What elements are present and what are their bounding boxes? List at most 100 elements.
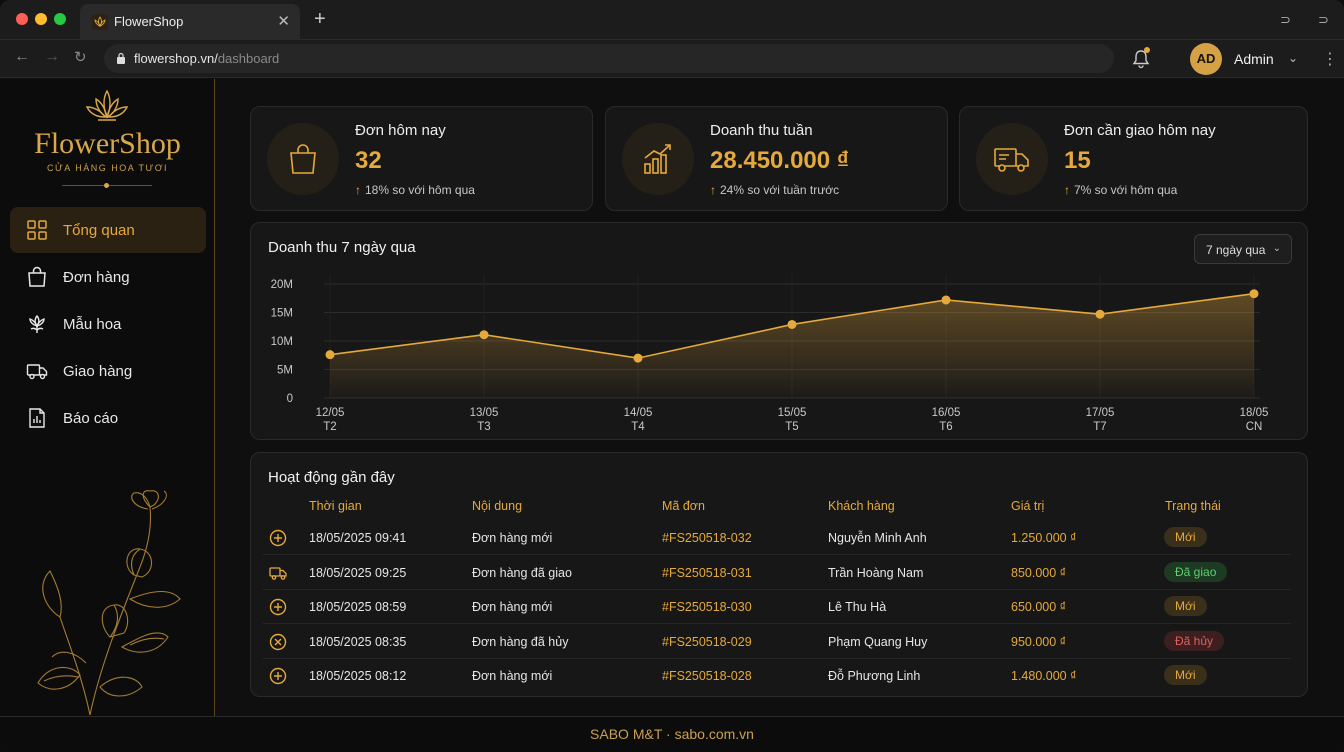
plus-circle-icon xyxy=(269,529,287,547)
stat-icon-circle xyxy=(976,123,1048,195)
x-tick-label: 17/05 xyxy=(1086,407,1115,419)
table-row[interactable]: 18/05/2025 09:25 Đơn hàng đã giao #FS25051… xyxy=(263,556,1291,590)
y-tick-label: 0 xyxy=(287,393,293,405)
y-tick-label: 15M xyxy=(271,308,293,320)
x-tick-label: 14/05 xyxy=(624,407,653,419)
row-content: Đơn hàng đã hủy xyxy=(472,634,569,649)
data-point xyxy=(325,350,335,360)
stat-value: 28.450.000 ₫ xyxy=(710,147,850,174)
tab-close-icon[interactable]: ✕ xyxy=(277,13,290,30)
range-select[interactable]: 7 ngày qua ⌄ xyxy=(1194,234,1292,264)
activity-title: Hoạt động gần đây xyxy=(268,469,395,486)
area-fill xyxy=(330,293,1254,398)
more-menu-icon[interactable]: ⋮ xyxy=(1322,51,1338,68)
maximize-window-button[interactable] xyxy=(54,13,66,25)
revenue-chart-card: 20M 15M 10M 5M 0 12/05 T2 13/05 T3 14/05 T4 15/05 T5… xyxy=(250,222,1308,440)
close-window-button[interactable] xyxy=(16,13,28,25)
flower-icon xyxy=(29,314,45,333)
sidebar-item-overview[interactable]: Tổng quan xyxy=(10,207,206,253)
stat-title: Đơn cần giao hôm nay xyxy=(1064,122,1216,139)
row-amount: 650.000 ₫ xyxy=(1011,600,1067,615)
activity-card: Hoạt động gần đây Thời gian Nội dung Mã … xyxy=(250,452,1308,697)
row-order-code[interactable]: #FS250518-032 xyxy=(662,531,752,545)
url-field[interactable]: flowershop.vn/dashboard xyxy=(104,44,1114,73)
stat-title: Đơn hôm nay xyxy=(355,122,446,139)
sidebar-item-delivery[interactable]: Giao hàng xyxy=(10,348,206,394)
x-tick-label: 13/05 xyxy=(470,407,499,419)
truck-icon xyxy=(269,566,287,580)
url-path: dashboard xyxy=(217,51,280,66)
x-tick-day-label: CN xyxy=(1246,421,1263,433)
row-order-code[interactable]: #FS250518-029 xyxy=(662,634,752,649)
table-row[interactable]: 18/05/2025 08:12 Đơn hàng mới #FS250518-02… xyxy=(263,659,1291,693)
status-badge: Mới xyxy=(1164,527,1207,547)
row-customer: Đỗ Phương Linh xyxy=(828,669,921,684)
x-tick-day-label: T2 xyxy=(323,421,336,433)
x-tick-label: 18/05 xyxy=(1240,407,1269,419)
avatar[interactable]: AD xyxy=(1190,43,1222,75)
x-tick-day-label: T5 xyxy=(785,421,798,433)
stat-icon-circle xyxy=(267,123,339,195)
truck-icon xyxy=(26,364,48,380)
lotus-logo-icon xyxy=(85,89,129,121)
plus-circle-icon xyxy=(269,668,287,685)
window-control-icon[interactable]: ⊃ xyxy=(1318,12,1329,27)
arrow-up-icon: ↑ xyxy=(355,183,361,197)
row-time: 18/05/2025 09:41 xyxy=(309,531,407,545)
row-order-code[interactable]: #FS250518-031 xyxy=(662,565,752,580)
row-time: 18/05/2025 08:35 xyxy=(309,634,407,649)
sidebar-item-flowers[interactable]: Mẫu hoa xyxy=(10,301,206,347)
back-arrow-icon[interactable]: ← xyxy=(14,48,30,65)
row-amount: 850.000 ₫ xyxy=(1011,565,1067,580)
row-customer: Nguyễn Minh Anh xyxy=(828,531,927,545)
title-bar: FlowerShop ✕ + ⊃ ⊃ xyxy=(0,0,1344,40)
data-point xyxy=(633,353,643,363)
column-header-code: Mã đơn xyxy=(662,499,705,513)
browser-tab[interactable]: FlowerShop ✕ xyxy=(80,4,300,40)
sidebar-item-reports[interactable]: Báo cáo xyxy=(10,395,206,441)
forward-arrow-icon[interactable]: → xyxy=(44,48,60,65)
status-badge: Đã hủy xyxy=(1164,630,1225,651)
row-order-code[interactable]: #FS250518-030 xyxy=(662,600,752,615)
row-amount: 950.000 ₫ xyxy=(1011,634,1067,649)
reload-icon[interactable]: ↻ xyxy=(74,49,87,66)
new-tab-button[interactable]: + xyxy=(314,8,326,30)
chevron-down-icon[interactable]: ⌄ xyxy=(1288,51,1299,65)
sidebar-item-label: Báo cáo xyxy=(63,410,119,427)
plus-circle-icon xyxy=(269,598,287,616)
stat-icon-circle xyxy=(622,123,694,195)
x-tick-day-label: T6 xyxy=(939,421,952,433)
stat-value: 15 xyxy=(1064,147,1091,174)
footer: SABO M&T · sabo.com.vn xyxy=(0,716,1344,752)
stat-card-deliveries-today: Đơn cần giao hôm nay 15 ↑ 7% so với hôm q… xyxy=(959,106,1308,211)
minimize-window-button[interactable] xyxy=(35,13,47,25)
window-control-icon[interactable]: ⊃ xyxy=(1280,12,1291,27)
row-order-code[interactable]: #FS250518-028 xyxy=(662,669,752,684)
row-amount: 1.480.000 ₫ xyxy=(1011,669,1077,684)
arrow-up-icon: ↑ xyxy=(1064,183,1070,197)
stat-change: 7% so với hôm qua xyxy=(1074,183,1178,197)
grid-icon xyxy=(27,220,47,240)
row-content: Đơn hàng mới xyxy=(472,531,553,545)
sidebar-item-label: Đơn hàng xyxy=(63,269,130,286)
revenue-chart: 20M 15M 10M 5M 0 12/05 T2 13/05 T3 14/05 T4 15/05 T5… xyxy=(271,274,1269,433)
row-content: Đơn hàng mới xyxy=(472,669,553,684)
table-row[interactable]: 18/05/2025 09:41 Đơn hàng mới #FS250518-03… xyxy=(263,521,1291,555)
truck-icon xyxy=(994,148,1029,172)
x-tick-label: 15/05 xyxy=(778,407,807,419)
table-row[interactable]: 18/05/2025 08:59 Đơn hàng mới #FS250518-03… xyxy=(263,590,1291,625)
lotus-icon xyxy=(92,14,108,30)
table-row[interactable]: 18/05/2025 08:35 Đơn hàng đã hủy #FS250518… xyxy=(263,625,1291,659)
stat-change: 18% so với hôm qua xyxy=(365,183,475,197)
x-tick-day-label: T3 xyxy=(477,421,490,433)
sidebar-item-orders[interactable]: Đơn hàng xyxy=(10,254,206,300)
x-tick-label: 12/05 xyxy=(316,407,345,419)
column-header-time: Thời gian xyxy=(309,499,362,513)
y-tick-label: 5M xyxy=(277,365,293,377)
growth-chart-icon xyxy=(644,144,671,174)
stat-card-weekly-revenue: Doanh thu tuần 28.450.000 ₫ ↑ 24% so với … xyxy=(605,106,948,211)
user-name[interactable]: Admin xyxy=(1234,51,1274,67)
stat-title: Doanh thu tuần xyxy=(710,122,813,139)
stat-change: 24% so với tuần trước xyxy=(720,183,840,197)
row-time: 18/05/2025 09:25 xyxy=(309,565,407,580)
